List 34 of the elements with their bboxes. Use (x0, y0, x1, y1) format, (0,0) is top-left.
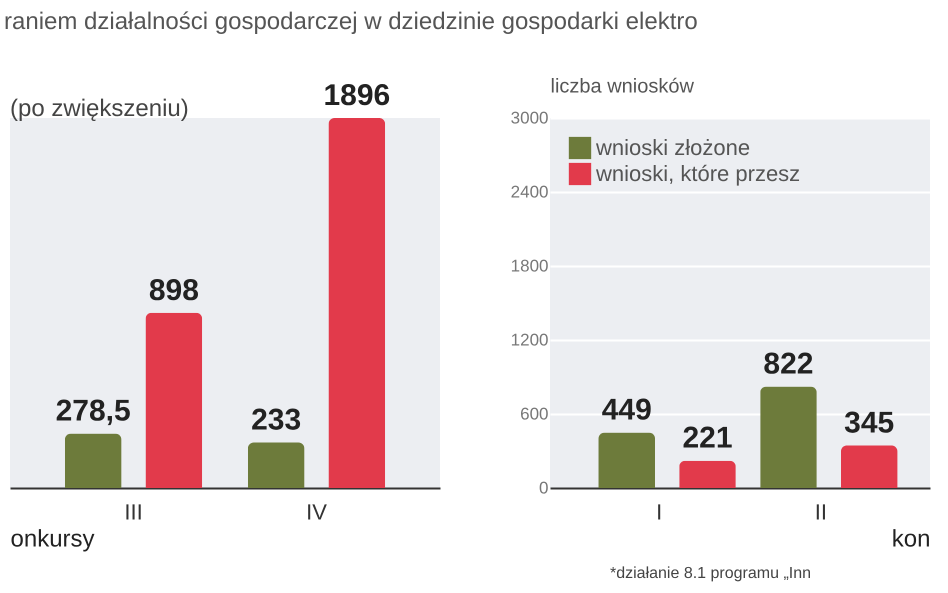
annotation: (po zwiększeniu) (10, 95, 189, 122)
legend-label: wnioski złożone (595, 135, 750, 160)
x-axis-title: kon (892, 526, 930, 552)
x-tick-label: IV (306, 500, 328, 524)
bar (328, 118, 386, 488)
bar (146, 312, 202, 488)
data-label: 898 (148, 274, 199, 307)
data-label: 449 (602, 394, 652, 427)
data-label: 345 (844, 406, 894, 440)
bar (760, 386, 817, 488)
bar (598, 432, 656, 488)
y-tick-label: 0 (539, 478, 548, 498)
data-label: 221 (682, 422, 733, 455)
data-label: 822 (763, 348, 814, 381)
data-label: 1896 (323, 79, 390, 112)
x-tick-label: I (656, 500, 662, 524)
bar (679, 460, 736, 488)
bar (248, 442, 304, 488)
x-tick-label: II (814, 500, 827, 524)
y-tick-label: 2400 (510, 182, 548, 202)
bar (840, 445, 898, 488)
y-tick-label: 600 (520, 404, 548, 424)
legend-label: wnioski, które przesz (595, 161, 800, 186)
data-label: 278,5 (56, 394, 131, 428)
bar (64, 434, 122, 488)
text: *działanie 8.1 programu „Inn (610, 565, 812, 583)
y-axis-title: liczba wniosków (550, 76, 694, 98)
y-tick-label: 1200 (510, 330, 548, 350)
data-label: 233 (251, 404, 302, 437)
x-tick-label: III (124, 500, 143, 524)
chart-title: raniem działalności gospodarczej w dziedzinie gospodarki elektro (3, 7, 699, 36)
x-axis-title: onkursy (10, 526, 95, 552)
y-tick-label: 1800 (510, 256, 548, 276)
y-tick-label: 3000 (510, 108, 548, 128)
